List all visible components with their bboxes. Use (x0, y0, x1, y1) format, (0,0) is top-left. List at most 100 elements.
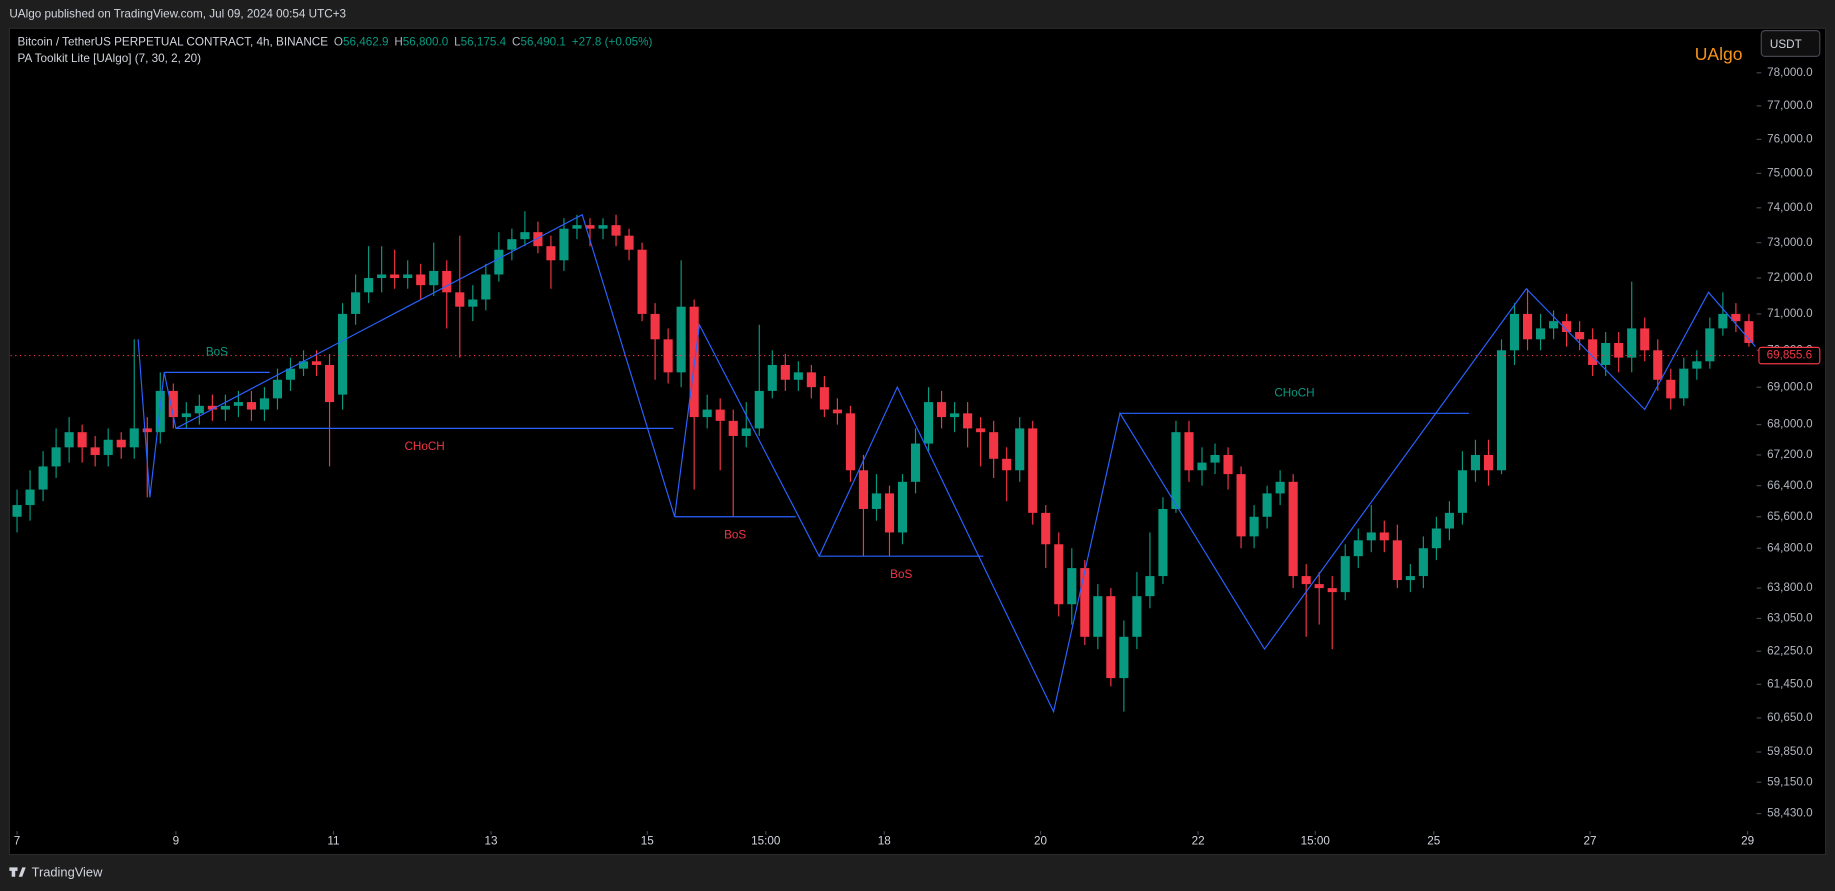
brand-watermark: UAlgo (1695, 44, 1743, 64)
candle-body (937, 402, 947, 418)
candle-body (871, 493, 882, 509)
x-tick-label: 20 (1034, 835, 1048, 848)
candle-body (1054, 544, 1064, 605)
candle-body (976, 428, 986, 433)
candle-body (325, 364, 335, 403)
candle-body (1483, 454, 1494, 471)
ohlc-value: 56,462.9 (343, 35, 389, 48)
ohlc-value: 56,175.4 (461, 35, 507, 48)
logo-text: TradingView (32, 865, 103, 880)
candle-body (1366, 532, 1376, 541)
last-price-box (1758, 346, 1821, 365)
candle-body (1457, 470, 1467, 513)
candle-body (637, 249, 647, 314)
y-tick-label: 73,000.0 (1767, 236, 1813, 249)
candle-body (507, 239, 517, 250)
candle-body (1080, 568, 1090, 637)
y-tick-label: 69,000.0 (1767, 380, 1813, 393)
candle-body (25, 489, 35, 506)
candle-body (1614, 342, 1624, 358)
candle-body (663, 339, 673, 373)
candle-body (494, 249, 504, 275)
candle-body (246, 402, 256, 410)
x-tick-label: 15:00 (751, 835, 781, 848)
candle-body (1666, 379, 1676, 399)
ohlc-key: H (394, 35, 402, 48)
y-tick-label: 77,000.0 (1767, 99, 1813, 112)
candle-body (572, 225, 582, 229)
candle-body (754, 390, 764, 429)
structure-label: BoS (724, 529, 746, 542)
x-tick-label: 11 (327, 835, 339, 848)
candle-body (207, 405, 217, 410)
x-tick-label: 18 (878, 835, 891, 848)
candle-body (1496, 350, 1507, 471)
candle-body (858, 470, 869, 509)
candle-body (702, 409, 712, 418)
y-tick-label: 68,000.0 (1767, 418, 1813, 431)
structure-label: BoS (890, 568, 912, 581)
candle-body (650, 313, 660, 340)
candle-body (1340, 556, 1350, 593)
candle-body (142, 428, 152, 433)
candle-body (1588, 339, 1598, 365)
x-tick-label: 13 (485, 835, 498, 848)
y-tick-label: 75,000.0 (1767, 166, 1813, 179)
candle-body (38, 466, 48, 490)
candle-body (950, 413, 960, 418)
candle-body (1197, 462, 1207, 471)
candle-body (12, 505, 22, 517)
structure-label: CHoCH (404, 440, 444, 453)
currency-label[interactable]: USDT (1770, 38, 1802, 51)
chart-pane (8, 27, 1827, 856)
candle-body (364, 278, 374, 293)
candle-body (559, 228, 569, 261)
candle-body (1132, 596, 1142, 637)
y-tick-label: 65,600.0 (1767, 510, 1813, 523)
candle-body (676, 306, 686, 373)
x-tick-label: 15:00 (1301, 835, 1331, 848)
candle-body (468, 299, 478, 307)
candle-body (416, 274, 426, 286)
candle-body (910, 443, 921, 482)
candle-body (1431, 528, 1441, 549)
y-tick-label: 59,150.0 (1767, 775, 1813, 788)
candle-body (1119, 636, 1129, 679)
candle-body (741, 428, 751, 436)
symbol-title: Bitcoin / TetherUS PERPETUAL CONTRACT, 4… (18, 35, 329, 48)
candle-body (1392, 540, 1402, 581)
candle-body (585, 225, 595, 229)
candle-body (390, 274, 400, 279)
candle-body (1653, 350, 1663, 380)
ohlc-key: C (512, 35, 520, 48)
y-tick-label: 63,800.0 (1767, 581, 1813, 594)
candle-body (1731, 313, 1741, 322)
candle-body (51, 447, 61, 467)
candle-body (1549, 321, 1559, 329)
candle-body (103, 439, 113, 455)
candle-body (77, 432, 87, 448)
candle-body (338, 313, 348, 395)
candle-body (845, 413, 855, 471)
last-price-label: 69,855.6 (1767, 349, 1813, 362)
candle-body (377, 274, 387, 279)
candle-body (455, 292, 465, 307)
candle-body (259, 398, 270, 410)
y-tick-label: 64,800.0 (1767, 541, 1813, 554)
ohlc-key: O (334, 35, 343, 48)
candle-body (1093, 596, 1103, 637)
candle-body (963, 413, 973, 429)
candle-body (1301, 576, 1311, 585)
currency-button[interactable] (1760, 30, 1821, 57)
candle-body (1236, 474, 1246, 537)
candle-body (1562, 321, 1572, 333)
candle-body (1002, 458, 1012, 471)
indicator-name: PA Toolkit Lite [UAlgo] (7, 30, 2, 20) (18, 52, 202, 65)
y-tick-label: 62,250.0 (1767, 644, 1813, 657)
candle-body (1327, 588, 1337, 593)
structure-label: BoS (206, 346, 228, 359)
published-note: UAlgo published on TradingView.com, Jul … (9, 7, 346, 20)
candle-body (598, 225, 608, 229)
candle-body (1418, 548, 1428, 577)
candle-body (116, 439, 126, 448)
